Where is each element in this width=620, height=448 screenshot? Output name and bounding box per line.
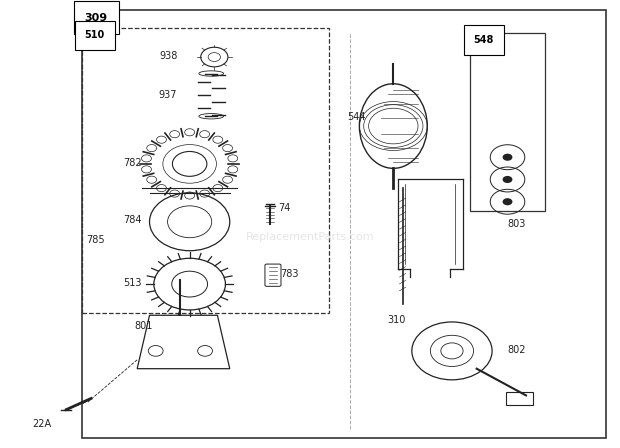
Text: 510: 510 bbox=[85, 30, 105, 40]
Circle shape bbox=[503, 176, 513, 183]
Circle shape bbox=[503, 154, 513, 161]
Text: 783: 783 bbox=[280, 269, 299, 279]
Text: 544: 544 bbox=[347, 112, 366, 122]
Text: 785: 785 bbox=[86, 236, 105, 246]
Text: 937: 937 bbox=[159, 90, 177, 100]
Text: 548: 548 bbox=[474, 35, 494, 45]
Text: 782: 782 bbox=[123, 158, 142, 168]
Text: 784: 784 bbox=[123, 215, 142, 224]
Text: 938: 938 bbox=[159, 51, 177, 61]
Circle shape bbox=[503, 198, 513, 205]
Text: 802: 802 bbox=[508, 345, 526, 354]
Text: 803: 803 bbox=[508, 219, 526, 229]
Text: ReplacementParts.com: ReplacementParts.com bbox=[246, 233, 374, 242]
Text: 513: 513 bbox=[123, 278, 142, 288]
Text: 801: 801 bbox=[135, 320, 153, 331]
Text: 310: 310 bbox=[388, 315, 405, 325]
Text: 74: 74 bbox=[278, 203, 290, 213]
Text: 309: 309 bbox=[85, 13, 108, 22]
Text: 22A: 22A bbox=[32, 418, 51, 429]
